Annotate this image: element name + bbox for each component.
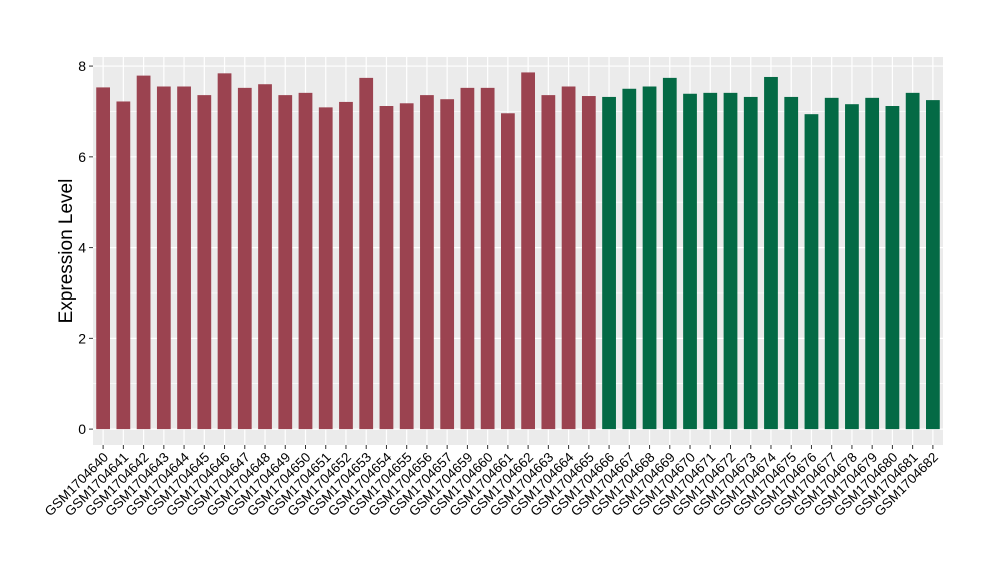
bar-GSM1704644	[177, 86, 191, 430]
bar-GSM1704662	[521, 72, 535, 430]
y-tick-label: 4	[78, 240, 86, 256]
bar-GSM1704651	[318, 107, 333, 430]
bar-GSM1704653	[359, 77, 374, 430]
bar-GSM1704669	[662, 77, 677, 430]
bar-GSM1704671	[703, 92, 718, 430]
bar-GSM1704666	[602, 96, 616, 430]
bar-GSM1704679	[865, 97, 880, 430]
x-axis: GSM1704640GSM1704641GSM1704642GSM1704643…	[42, 445, 941, 519]
bar-GSM1704649	[278, 95, 293, 430]
bar-GSM1704659	[460, 87, 475, 430]
bar-GSM1704661	[501, 113, 515, 430]
bar-GSM1704668	[642, 86, 657, 430]
bar-GSM1704674	[764, 76, 778, 430]
bar-GSM1704660	[480, 87, 495, 430]
bar-GSM1704642	[136, 75, 151, 430]
y-tick-label: 8	[78, 58, 86, 74]
bar-GSM1704677	[824, 97, 839, 430]
bar-GSM1704648	[258, 84, 272, 430]
bar-GSM1704652	[339, 101, 353, 430]
bar-GSM1704667	[622, 88, 637, 430]
bar-GSM1704665	[581, 96, 596, 430]
bar-GSM1704670	[683, 93, 697, 430]
y-tick-label: 6	[78, 149, 86, 165]
y-tick-label: 2	[78, 330, 86, 346]
bar-GSM1704647	[237, 87, 252, 430]
bar-GSM1704675	[784, 96, 799, 430]
bar-GSM1704681	[905, 92, 920, 430]
bar-GSM1704682	[926, 100, 940, 430]
y-axis: 0 2 4 6 8	[78, 58, 93, 437]
y-tick-label: 0	[78, 421, 86, 437]
plot-panel	[93, 57, 943, 445]
bar-GSM1704655	[399, 103, 414, 430]
bar-GSM1704654	[379, 106, 394, 430]
bar-GSM1704663	[541, 95, 556, 430]
bar-GSM1704678	[845, 104, 859, 430]
bar-GSM1704676	[804, 114, 819, 430]
bar-GSM1704645	[197, 95, 212, 430]
bar-GSM1704664	[561, 86, 576, 430]
y-axis-title: Expression Level	[56, 179, 77, 324]
bar-GSM1704650	[298, 92, 313, 430]
bar-GSM1704672	[723, 92, 738, 430]
bar-GSM1704673	[743, 96, 758, 430]
bars	[96, 72, 940, 430]
bar-GSM1704643	[156, 86, 171, 430]
bar-GSM1704646	[217, 73, 232, 430]
bar-GSM1704640	[96, 87, 110, 430]
bar-GSM1704656	[420, 95, 434, 430]
bar-GSM1704641	[116, 101, 131, 430]
bar-GSM1704680	[885, 106, 900, 430]
bar-GSM1704657	[440, 99, 455, 430]
